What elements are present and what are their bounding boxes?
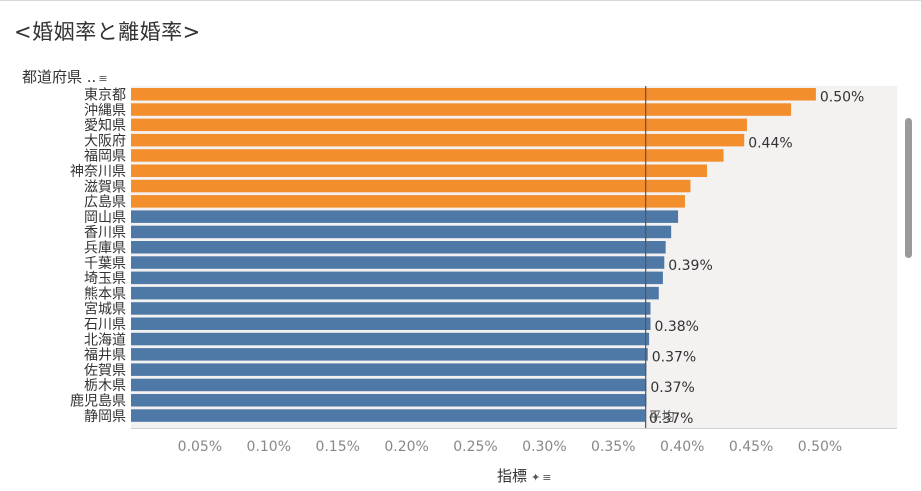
bar[interactable] [131,210,679,223]
bar[interactable] [131,179,691,193]
row-label[interactable]: 石川県 [84,317,126,333]
bar[interactable] [131,256,665,269]
row-label[interactable]: 滋賀県 [84,179,126,195]
bar[interactable] [131,317,651,331]
x-axis-line [131,428,897,429]
bar[interactable] [131,348,648,361]
bar[interactable] [131,195,685,208]
bar[interactable] [131,286,659,300]
row-label[interactable]: 佐賀県 [84,363,126,379]
bar-value-label: 0.37% [650,380,694,396]
bar[interactable] [131,241,666,254]
bars-group [131,88,816,422]
bar[interactable] [131,118,747,132]
row-header[interactable]: 都道府県 .. ≡ [22,66,108,87]
row-label[interactable]: 広島県 [84,195,126,211]
bar-value-label: 0.38% [655,319,699,335]
row-label[interactable]: 鹿児島県 [70,393,126,410]
row-label[interactable]: 沖縄県 [84,103,126,119]
bar[interactable] [131,409,645,422]
x-tick-labels-group: 0.05% 0.10% 0.15% 0.20% 0.25% 0.30% 0.35% 0.40%… [178,439,843,455]
row-label[interactable]: 香川県 [84,225,126,241]
x-tick-label: 0.15% [315,439,359,455]
bar[interactable] [131,103,792,116]
bar-value-label: 0.37% [652,350,696,366]
row-label[interactable]: 大阪府 [84,133,126,149]
row-label[interactable]: 岡山県 [84,210,126,226]
x-tick-label: 0.40% [660,439,704,455]
row-label[interactable]: 東京都 [84,88,126,104]
row-label[interactable]: 宮城県 [84,302,126,318]
x-tick-label: 0.05% [178,439,222,455]
sort-icon[interactable]: ≡ [98,72,108,85]
bar[interactable] [131,133,745,147]
average-reference-label: 平均 [649,410,675,425]
bar[interactable] [131,164,708,178]
x-tick-label: 0.50% [798,439,842,455]
x-tick-label: 0.20% [384,439,428,455]
bar-value-label: 0.50% [820,90,864,106]
bar[interactable] [131,394,647,407]
bar[interactable] [131,271,663,285]
row-label[interactable]: 愛知県 [84,117,126,134]
bar-value-label: 0.37% [649,411,693,427]
bar[interactable] [131,225,672,239]
bar-value-label: 0.44% [748,135,792,151]
scrollbar-thumb[interactable] [905,118,912,258]
bar[interactable] [131,88,816,101]
x-tick-label: 0.25% [453,439,497,455]
row-label[interactable]: 栃木県 [84,378,126,394]
page-title: <婚姻率と離婚率> [14,20,201,44]
bar[interactable] [131,332,650,346]
row-label[interactable]: 神奈川県 [70,164,126,180]
bar[interactable] [131,149,724,162]
row-label[interactable]: 兵庫県 [84,240,126,257]
row-label[interactable]: 福井県 [84,348,126,364]
sort-icon[interactable]: ≡ [542,471,552,484]
x-tick-label: 0.10% [247,439,291,455]
bar[interactable] [131,302,651,315]
row-header-label: 都道府県 .. [22,68,97,86]
x-tick-label: 0.30% [522,439,566,455]
row-label[interactable]: 埼玉県 [84,271,126,287]
row-label[interactable]: 福岡県 [84,149,126,165]
x-axis-title-label: 指標 [497,467,528,485]
row-label[interactable]: 静岡県 [84,409,126,425]
pin-icon[interactable]: ✦ [531,471,541,484]
x-tick-label: 0.35% [591,439,635,455]
bar-labels-group: 0.50% 0.44% 0.39% 0.38% 0.37% 0.37% 0.37% [649,90,864,427]
x-tick-label: 0.45% [729,439,773,455]
row-label[interactable]: 北海道 [84,332,126,348]
bar[interactable] [131,363,647,376]
row-labels-group: 東京都沖縄県愛知県大阪府福岡県神奈川県滋賀県広島県岡山県香川県兵庫県千葉県埼玉県… [70,88,126,425]
row-label[interactable]: 千葉県 [84,256,126,272]
row-label[interactable]: 熊本県 [84,286,126,302]
bar-value-label: 0.39% [668,258,712,274]
bar[interactable] [131,378,647,392]
x-axis-title[interactable]: 指標 ✦ ≡ [497,465,551,486]
